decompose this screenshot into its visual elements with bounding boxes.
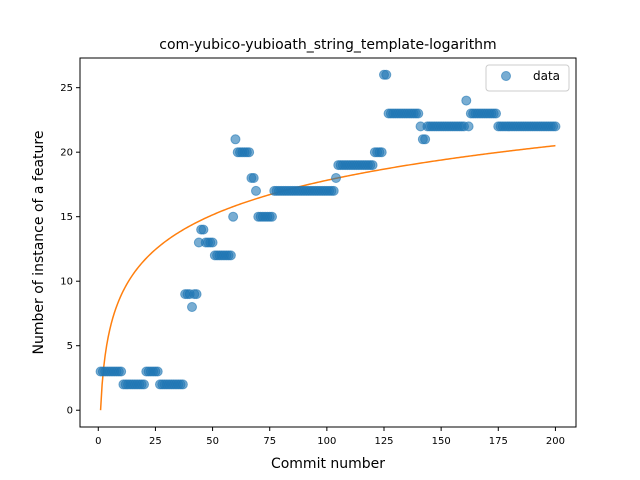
data-point [248, 172, 259, 183]
data-point [251, 185, 261, 196]
data-point [139, 379, 149, 390]
legend-label-data: data [533, 69, 560, 83]
y-tick-label: 5 [67, 341, 73, 352]
data-point [244, 147, 255, 158]
data-point [225, 250, 236, 261]
y-tick-label: 0 [67, 406, 73, 417]
x-axis: 0 25 50 75 100 125 150 175 200 [95, 427, 565, 447]
x-tick-label: 100 [317, 436, 336, 447]
data-point [461, 95, 472, 106]
data-point [413, 108, 424, 119]
chart-title: com-yubico-yubioath_string_template-loga… [159, 37, 496, 53]
data-point [187, 302, 197, 313]
data-point [267, 211, 277, 222]
data-point [491, 108, 501, 119]
x-tick-label: 25 [149, 436, 162, 447]
y-tick-label: 20 [60, 148, 73, 159]
x-tick-label: 175 [489, 436, 508, 447]
data-point [367, 160, 378, 171]
data-point [152, 366, 163, 377]
y-axis-label: Number of instance of a feature [31, 131, 47, 355]
y-tick-label: 10 [60, 277, 73, 288]
x-tick-label: 125 [374, 436, 393, 447]
x-tick-label: 0 [95, 436, 101, 447]
data-point [381, 69, 392, 80]
data-point [230, 134, 241, 145]
x-tick-label: 75 [263, 436, 276, 447]
fit-line [99, 144, 556, 411]
data-point [463, 121, 474, 132]
data-point [198, 224, 209, 235]
data-point [228, 211, 239, 222]
data-point [191, 289, 202, 300]
data-point [328, 185, 339, 196]
data-point [420, 134, 431, 145]
y-tick-label: 25 [60, 83, 73, 94]
legend-marker-data [501, 71, 511, 81]
axes-frame [79, 57, 577, 428]
data-point [331, 172, 341, 183]
data-point [207, 237, 218, 248]
data-point [550, 121, 561, 132]
plot-area [79, 57, 577, 428]
scatter-points-layer [95, 69, 561, 390]
x-tick-label: 150 [432, 436, 451, 447]
data-point [376, 147, 387, 158]
x-tick-label: 200 [546, 436, 565, 447]
y-tick-label: 15 [60, 212, 73, 223]
x-axis-label: Commit number [271, 456, 385, 472]
y-axis: 0 5 10 15 20 25 [60, 83, 80, 417]
data-point [177, 379, 188, 390]
legend: data [485, 64, 570, 92]
data-point [116, 366, 127, 377]
fit-line-layer [99, 144, 556, 411]
x-tick-label: 50 [206, 436, 219, 447]
